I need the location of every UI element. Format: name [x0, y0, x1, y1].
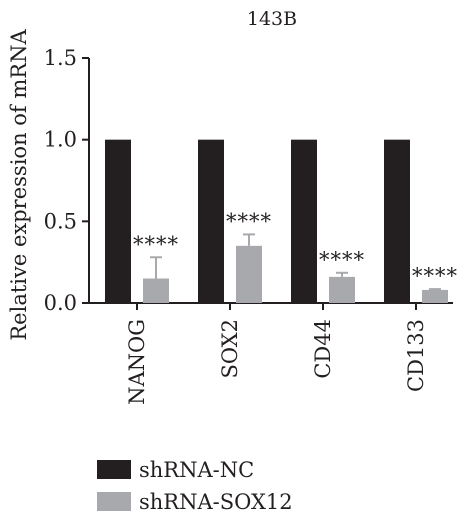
bar-shrna-nc	[384, 139, 410, 303]
significance-label: ****	[319, 248, 365, 272]
axes: 0.0 0.5 1.0 1.5 NANOG SOX2 CD44 CD133	[44, 46, 453, 405]
bar-shrna-sox12	[329, 276, 355, 303]
legend-label: shRNA-SOX12	[139, 490, 293, 514]
y-tick-label: 0.0	[44, 291, 77, 315]
bar-shrna-sox12	[143, 278, 169, 303]
y-axis-label: Relative expression of mRNA	[7, 29, 31, 341]
y-tick-label: 1.0	[44, 128, 77, 152]
bar-shrna-sox12	[422, 289, 448, 303]
legend-swatch	[97, 492, 131, 511]
y-tick-label: 0.5	[44, 209, 77, 233]
x-tick-label: NANOG	[125, 319, 149, 405]
significance-label: ****	[133, 232, 179, 256]
bar-shrna-nc	[291, 139, 317, 303]
x-tick-label: CD44	[311, 319, 335, 379]
x-tick-label: CD133	[404, 319, 428, 392]
legend: shRNA-NC shRNA-SOX12	[97, 458, 293, 514]
significance-label: ****	[412, 264, 458, 288]
x-tick-label: SOX2	[218, 319, 242, 379]
bar-shrna-nc	[198, 139, 224, 303]
legend-swatch	[97, 460, 131, 479]
bars	[105, 139, 448, 303]
chart-title: 143B	[247, 8, 297, 30]
bar-shrna-nc	[105, 139, 131, 303]
significance-label: ****	[226, 209, 272, 233]
labels: **** **** **** ****	[133, 209, 458, 288]
bar-shrna-sox12	[236, 245, 262, 303]
y-tick-label: 1.5	[44, 46, 77, 70]
legend-label: shRNA-NC	[139, 458, 254, 482]
